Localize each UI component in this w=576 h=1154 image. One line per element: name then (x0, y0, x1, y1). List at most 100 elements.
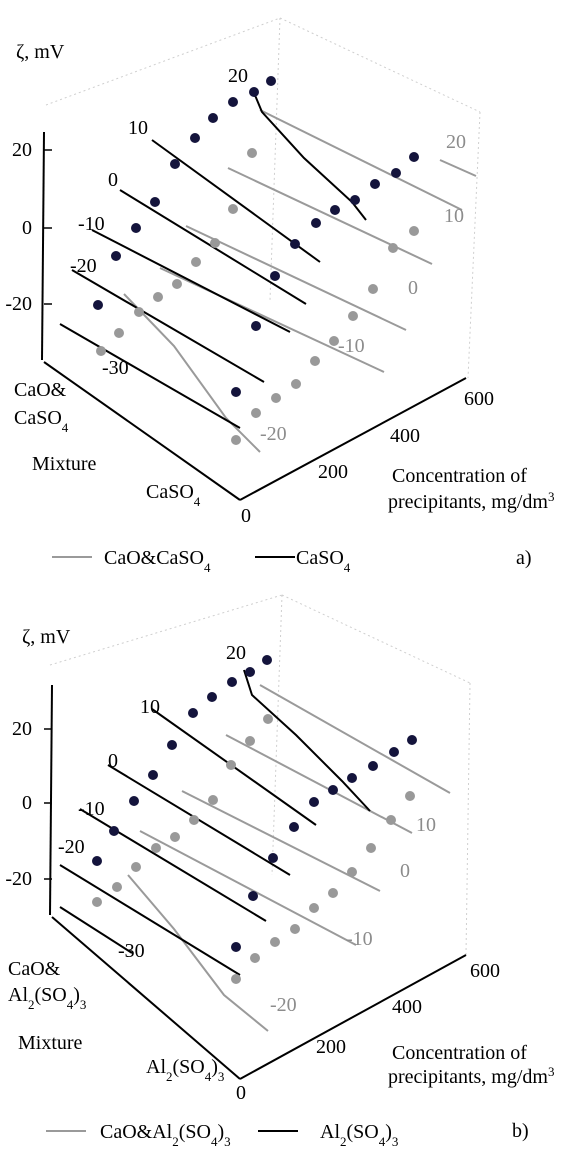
x-category-back-line1: CaO& (8, 958, 61, 980)
marker-point-gray (409, 226, 419, 236)
marker-point-gray (210, 238, 220, 248)
contour-label-single: 10 (140, 696, 160, 718)
marker-point-dark (111, 251, 121, 261)
marker-point-dark (188, 708, 198, 718)
marker-point-dark (231, 387, 241, 397)
marker-point-dark (289, 822, 299, 832)
marker-point-gray (170, 832, 180, 842)
marker-point-dark (370, 179, 380, 189)
contour-label-single: -30 (102, 357, 129, 379)
contour-label-single: 20 (228, 65, 248, 87)
y-axis-title-line2: precipitants, mg/dm3 (388, 1064, 554, 1089)
marker-point-dark (407, 735, 417, 745)
marker-point-gray (250, 953, 260, 963)
marker-point-gray (245, 736, 255, 746)
z-axis-line (49, 684, 53, 916)
marker-point-dark (409, 152, 419, 162)
marker-point-dark (208, 113, 218, 123)
marker-point-gray (291, 379, 301, 389)
marker-point-gray (92, 897, 102, 907)
marker-point-dark (190, 133, 200, 143)
marker-point-dark (227, 677, 237, 687)
chart-panel-a: 20 0 -20 ζ, mV 0 200 400 600 Concentration of pre… (0, 0, 576, 575)
contour-label-single: 10 (128, 117, 148, 139)
contour-label-single: -30 (118, 940, 145, 962)
marker-point-dark (231, 942, 241, 952)
mixture-contour-line (185, 225, 407, 331)
marker-point-dark (228, 97, 238, 107)
y-tick-label: 400 (392, 996, 422, 1018)
marker-point-gray (153, 292, 163, 302)
frame-line (49, 594, 283, 666)
x-category-front: CaSO4 (146, 481, 201, 509)
z-tick-label: 20 (12, 718, 32, 740)
single-contour-line (91, 229, 291, 333)
marker-point-dark (330, 205, 340, 215)
marker-point-gray (405, 791, 415, 801)
marker-point-gray (310, 356, 320, 366)
marker-point-gray (290, 924, 300, 934)
y-tick-label: 0 (236, 1082, 246, 1104)
contour-label-mixture: -10 (346, 928, 373, 950)
marker-point-dark (93, 300, 103, 310)
marker-point-gray (231, 974, 241, 984)
marker-point-gray (328, 888, 338, 898)
y-axis-title-line1: Concentration of (392, 1042, 527, 1064)
z-tick-label: -20 (5, 868, 32, 890)
mixture-contour-line (439, 159, 477, 177)
contour-label-mixture: 0 (408, 277, 418, 299)
marker-point-gray (247, 148, 257, 158)
marker-point-gray (309, 903, 319, 913)
y-tick-label: 400 (390, 425, 420, 447)
contour-label-single: -20 (58, 836, 85, 858)
frame-line (271, 594, 283, 876)
z-axis-title: ζ, mV (16, 41, 65, 63)
y-axis-title-line1: Concentration of (392, 465, 527, 487)
x-category-back-line2: Al2(SO4)3 (8, 984, 86, 1012)
y-axis-title-line2: precipitants, mg/dm3 (388, 489, 554, 514)
panel-label: a) (516, 547, 532, 569)
marker-point-gray (191, 257, 201, 267)
contour-label-single: -10 (78, 798, 105, 820)
z-tick-label: -20 (5, 293, 32, 315)
y-tick-label: 200 (316, 1036, 346, 1058)
frame-line (269, 17, 281, 301)
marker-point-gray (112, 882, 122, 892)
marker-point-dark (266, 76, 276, 86)
marker-point-gray (172, 279, 182, 289)
marker-point-dark (150, 197, 160, 207)
marker-point-gray (226, 760, 236, 770)
contour-label-mixture: 20 (446, 131, 466, 153)
marker-point-dark (129, 796, 139, 806)
marker-point-gray (368, 284, 378, 294)
x-category-back-line2: CaSO4 (14, 407, 69, 435)
mixture-contour-line (139, 830, 357, 946)
marker-point-dark (249, 87, 259, 97)
marker-point-gray (134, 307, 144, 317)
contour-label-single: 20 (226, 642, 246, 664)
contour-label-mixture: 10 (416, 814, 436, 836)
single-contour-line (251, 87, 367, 221)
frame-line (281, 594, 471, 684)
marker-point-gray (263, 714, 273, 724)
marker-point-dark (148, 770, 158, 780)
x-category-back-line1: CaO& (14, 379, 67, 401)
marker-point-gray (386, 815, 396, 825)
legend-entry: CaO&Al2(SO4)3 (100, 1121, 231, 1149)
panel-label: b) (512, 1120, 529, 1142)
marker-point-gray (366, 843, 376, 853)
frame-line (465, 682, 471, 956)
contour-label-single: 0 (108, 169, 118, 191)
marker-point-dark (167, 740, 177, 750)
single-contour-line (79, 808, 267, 922)
marker-point-dark (368, 761, 378, 771)
legend-entry: Al2(SO4)3 (320, 1121, 398, 1149)
single-contour-line (243, 669, 371, 812)
marker-point-dark (268, 853, 278, 863)
marker-point-gray (251, 408, 261, 418)
marker-point-gray (114, 328, 124, 338)
marker-point-dark (170, 159, 180, 169)
frame-line (279, 17, 481, 113)
marker-point-gray (208, 795, 218, 805)
